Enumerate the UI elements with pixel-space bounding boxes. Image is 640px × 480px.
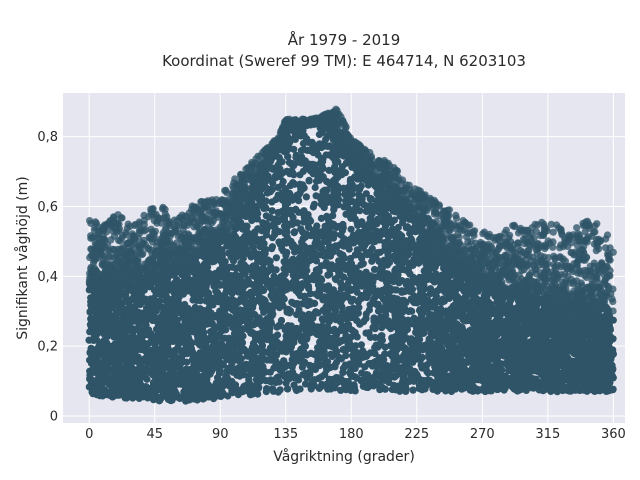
data-point <box>311 183 319 192</box>
chart-title-line-2: Koordinat (Sweref 99 TM): E 464714, N 62… <box>162 52 526 70</box>
data-point <box>272 266 280 274</box>
data-points <box>85 105 617 405</box>
data-point <box>309 203 317 211</box>
data-point <box>370 265 379 274</box>
chart-title-line-1: År 1979 - 2019 <box>288 30 401 49</box>
data-point <box>252 360 260 368</box>
data-point <box>302 193 310 201</box>
data-point <box>325 166 333 174</box>
data-point <box>296 171 304 179</box>
data-point <box>283 248 291 256</box>
data-point <box>272 254 280 262</box>
data-point <box>301 380 310 388</box>
